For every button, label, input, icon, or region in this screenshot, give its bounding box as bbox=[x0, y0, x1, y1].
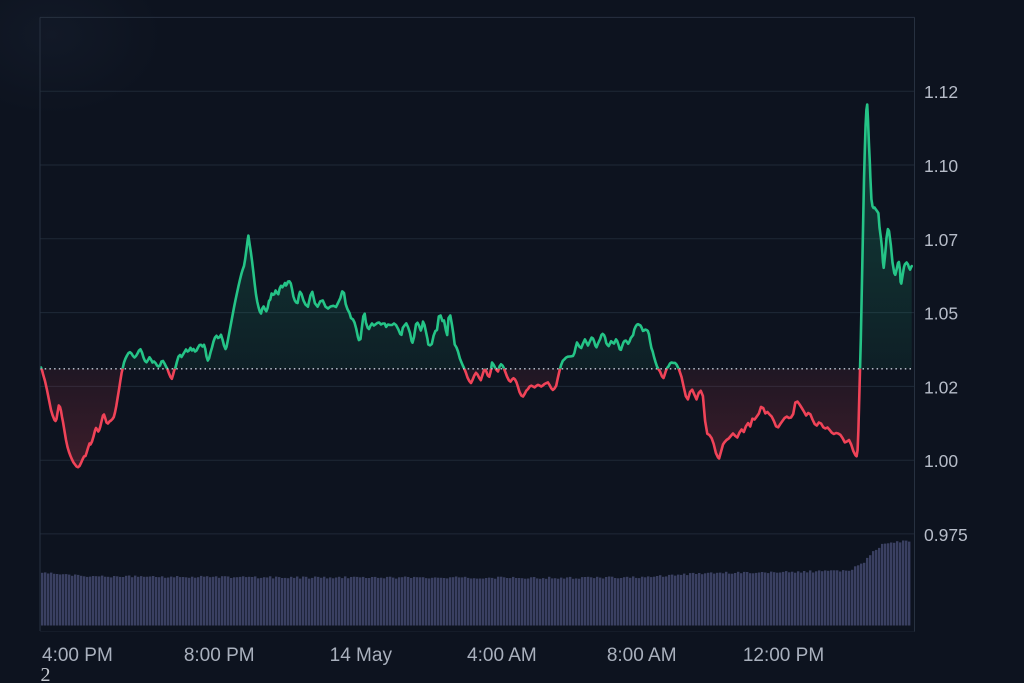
svg-text:8:00 AM: 8:00 AM bbox=[607, 645, 677, 666]
svg-text:1.05: 1.05 bbox=[924, 304, 958, 324]
svg-text:4:00 PM: 4:00 PM bbox=[42, 645, 113, 666]
svg-text:14 May: 14 May bbox=[330, 645, 393, 666]
svg-text:1.12: 1.12 bbox=[924, 82, 958, 102]
svg-text:0.975: 0.975 bbox=[924, 525, 968, 545]
svg-text:1.07: 1.07 bbox=[924, 230, 958, 250]
svg-text:8:00 PM: 8:00 PM bbox=[184, 645, 255, 666]
svg-text:12:00 PM: 12:00 PM bbox=[743, 645, 824, 666]
svg-text:1.00: 1.00 bbox=[924, 451, 958, 471]
svg-text:1.10: 1.10 bbox=[924, 156, 958, 176]
svg-text:2: 2 bbox=[41, 664, 51, 683]
svg-text:4:00 AM: 4:00 AM bbox=[467, 645, 537, 666]
svg-text:1.02: 1.02 bbox=[924, 377, 958, 397]
